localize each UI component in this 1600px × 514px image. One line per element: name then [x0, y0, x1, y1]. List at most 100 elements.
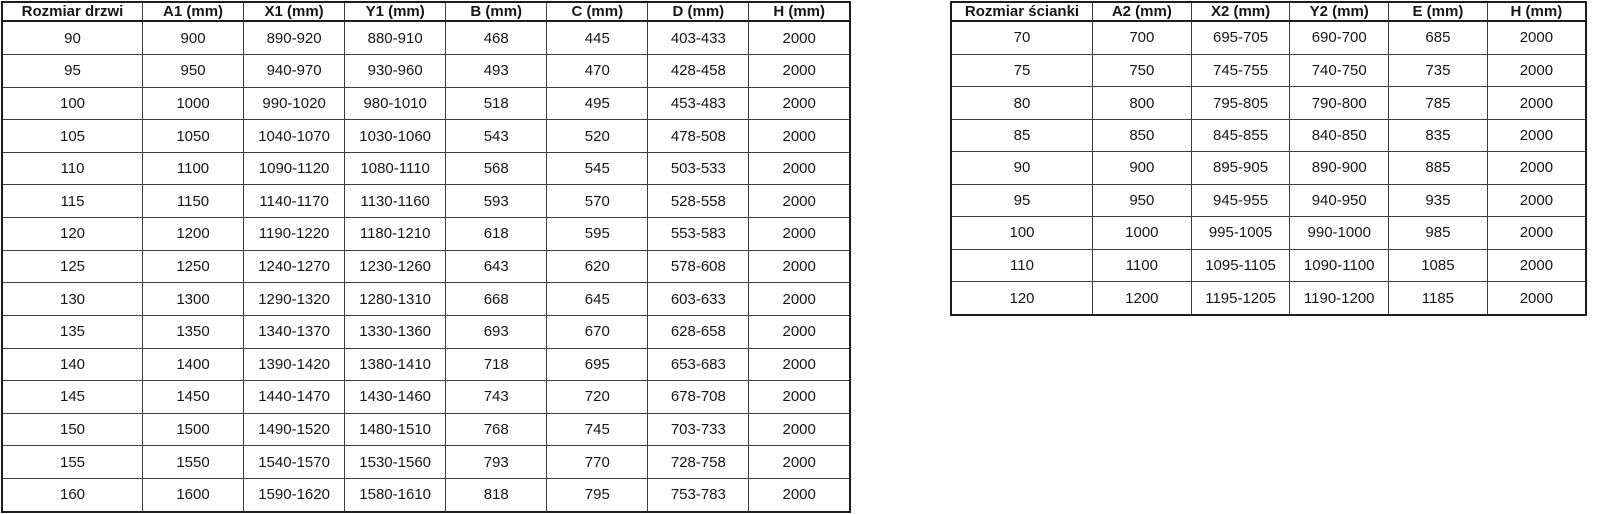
table-cell: 1580-1610 — [344, 477, 447, 513]
column-header: D (mm) — [647, 1, 750, 22]
table-cell: 528-558 — [647, 184, 750, 219]
table-cell: 570 — [546, 184, 649, 219]
table-cell: 105 — [1, 119, 143, 153]
table-cell: 1140-1170 — [243, 184, 346, 219]
table-cell: 1550 — [141, 445, 245, 479]
table-cell: 1095-1105 — [1190, 248, 1291, 283]
table-row: 90 900 895-905 890-900 885 2000 — [950, 151, 1587, 185]
table-cell: 2000 — [1486, 216, 1587, 250]
table-cell: 720 — [546, 380, 649, 414]
table-cell: 1500 — [141, 412, 245, 447]
table-cell: 845-855 — [1190, 118, 1291, 153]
table-cell: 1200 — [141, 217, 245, 251]
column-header: E (mm) — [1388, 1, 1488, 22]
column-header: A1 (mm) — [141, 1, 245, 22]
table-cell: 895-905 — [1190, 151, 1291, 185]
table-cell: 145 — [1, 380, 143, 414]
table-cell: 935 — [1388, 183, 1488, 218]
column-header: X2 (mm) — [1190, 1, 1291, 22]
table-cell: 670 — [546, 314, 649, 349]
table-cell: 835 — [1388, 118, 1488, 153]
table-cell: 120 — [1, 217, 143, 251]
table-cell: 1490-1520 — [243, 412, 346, 447]
table-cell: 678-708 — [647, 380, 750, 414]
table-cell: 1290-1320 — [243, 282, 346, 316]
table-cell: 100 — [950, 216, 1093, 250]
table-cell: 985 — [1388, 216, 1488, 250]
column-header: Rozmiar ścianki — [950, 1, 1093, 22]
table-cell: 1390-1420 — [243, 347, 346, 382]
table-cell: 700 — [1092, 20, 1192, 55]
table-cell: 2000 — [748, 184, 851, 219]
table-cell: 1250 — [141, 249, 245, 284]
table-cell: 2000 — [1486, 20, 1587, 55]
column-header: Y2 (mm) — [1289, 1, 1390, 22]
column-header: H (mm) — [748, 1, 851, 22]
table-cell: 1380-1410 — [344, 347, 447, 382]
column-header: X1 (mm) — [243, 1, 346, 22]
table-cell: 1200 — [1092, 281, 1192, 316]
table-cell: 900 — [1092, 151, 1192, 185]
table-cell: 1400 — [141, 347, 245, 382]
table-cell: 1430-1460 — [344, 380, 447, 414]
table-cell: 1085 — [1388, 248, 1488, 283]
table-cell: 603-633 — [647, 282, 750, 316]
table-cell: 135 — [1, 314, 143, 349]
table-cell: 110 — [950, 248, 1093, 283]
table-cell: 1340-1370 — [243, 314, 346, 349]
table-cell: 900 — [141, 20, 245, 56]
table-cell: 653-683 — [647, 347, 750, 382]
table-cell: 453-483 — [647, 86, 750, 121]
table-cell: 795-805 — [1190, 86, 1291, 120]
table-cell: 1090-1100 — [1289, 248, 1390, 283]
table-cell: 1100 — [1092, 248, 1192, 283]
table-cell: 2000 — [1486, 151, 1587, 185]
table-cell: 880-910 — [344, 20, 447, 56]
table-row: 100 1000 990-1020 980-1010 518 495 453-483 2000 — [1, 86, 851, 121]
table-cell: 945-955 — [1190, 183, 1291, 218]
table-cell: 1440-1470 — [243, 380, 346, 414]
table-cell: 745 — [546, 412, 649, 447]
table-cell: 790-800 — [1289, 86, 1390, 120]
table-row: 160 1600 1590-1620 1580-1610 818 795 753-783 20… — [1, 477, 851, 513]
table-cell: 2000 — [748, 151, 851, 186]
table-cell: 695-705 — [1190, 20, 1291, 55]
table-row: 110 1100 1090-1120 1080-1110 568 545 503-533 20… — [1, 151, 851, 186]
table-cell: 685 — [1388, 20, 1488, 55]
table-cell: 728-758 — [647, 445, 750, 479]
table-cell: 990-1000 — [1289, 216, 1390, 250]
table-cell: 743 — [445, 380, 548, 414]
table-cell: 2000 — [1486, 86, 1587, 120]
table-cell: 428-458 — [647, 54, 750, 88]
table-cell: 95 — [950, 183, 1093, 218]
table-cell: 703-733 — [647, 412, 750, 447]
table-cell: 620 — [546, 249, 649, 284]
table-cell: 1330-1360 — [344, 314, 447, 349]
table-cell: 795 — [546, 477, 649, 513]
table-cell: 2000 — [748, 249, 851, 284]
wall-table-body: 70 700 695-705 690-700 685 2000 75 750 745-755 74… — [950, 20, 1587, 316]
table-cell: 995-1005 — [1190, 216, 1291, 250]
table-cell: 1000 — [141, 86, 245, 121]
table-cell: 800 — [1092, 86, 1192, 120]
column-header: H (mm) — [1486, 1, 1587, 22]
wall-size-table: Rozmiar ścianki A2 (mm) X2 (mm) Y2 (mm) E (m… — [950, 1, 1587, 316]
table-cell: 785 — [1388, 86, 1488, 120]
table-cell: 518 — [445, 86, 548, 121]
table-cell: 110 — [1, 151, 143, 186]
table-cell: 850 — [1092, 118, 1192, 153]
table-cell: 1190-1220 — [243, 217, 346, 251]
table-cell: 2000 — [1486, 281, 1587, 316]
table-cell: 150 — [1, 412, 143, 447]
table-cell: 753-783 — [647, 477, 750, 513]
table-cell: 840-850 — [1289, 118, 1390, 153]
table-row: 90 900 890-920 880-910 468 445 403-433 2000 — [1, 20, 851, 56]
table-row: 125 1250 1240-1270 1230-1260 643 620 578-608 20… — [1, 249, 851, 284]
table-cell: 950 — [1092, 183, 1192, 218]
table-cell: 2000 — [1486, 183, 1587, 218]
table-cell: 818 — [445, 477, 548, 513]
table-cell: 2000 — [748, 282, 851, 316]
table-cell: 2000 — [748, 217, 851, 251]
table-cell: 520 — [546, 119, 649, 153]
